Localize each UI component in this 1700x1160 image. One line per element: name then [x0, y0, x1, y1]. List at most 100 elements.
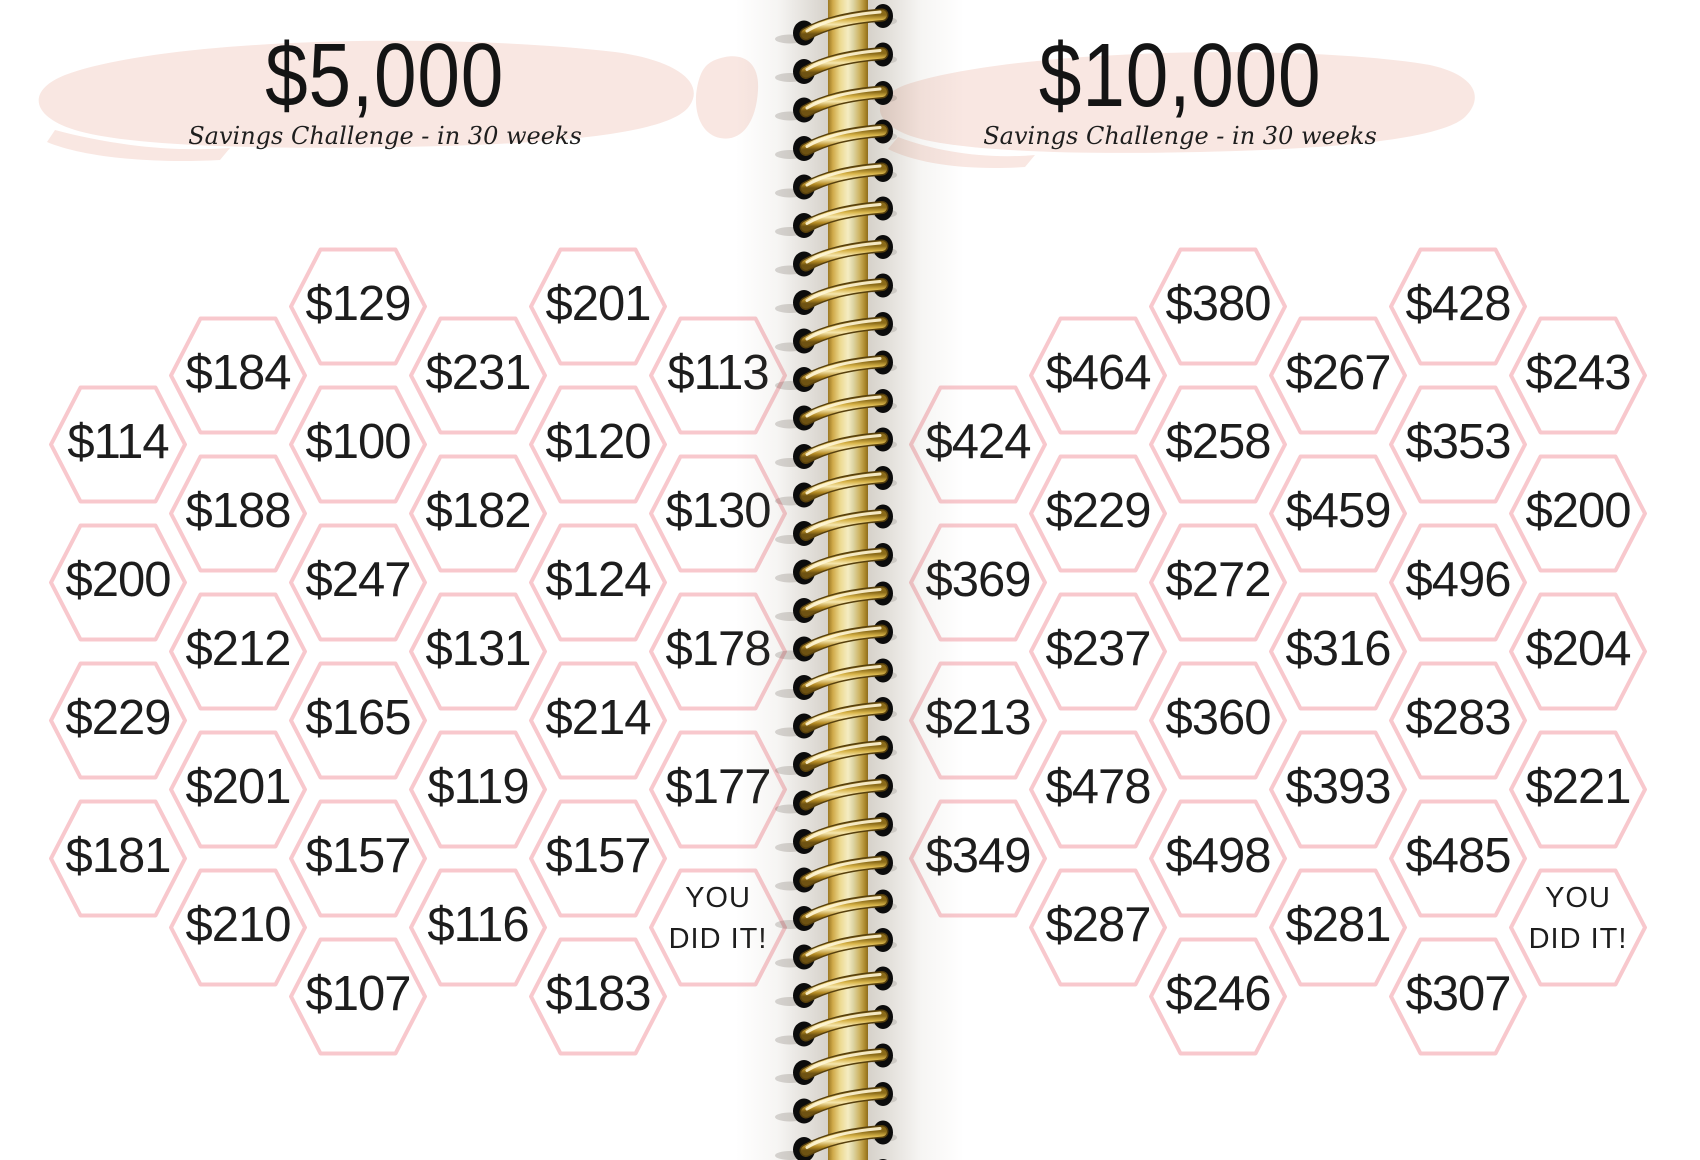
amount-label: $201: [185, 760, 291, 814]
spiral-loop: [775, 119, 897, 161]
amount-hexagon: $204: [1508, 592, 1648, 711]
amount-hexagon: $100: [288, 385, 428, 504]
amount-hexagon: $247: [288, 523, 428, 642]
amount-hexagon: $243: [1508, 316, 1648, 435]
hexagon-outline: [409, 454, 547, 572]
brush-swash-left: [38, 40, 759, 162]
amount-label: $183: [545, 967, 651, 1021]
hexagon-outline: [169, 730, 307, 848]
amount-hexagon: $213: [908, 661, 1048, 780]
spiral-loop: [775, 504, 897, 546]
spiral-binding-svg: [775, 0, 897, 1160]
spiral-loop: [775, 735, 897, 777]
spiral-loop: [775, 4, 897, 46]
spiral-loop: [775, 235, 897, 277]
amount-hexagon: $178: [648, 592, 788, 711]
spiral-loop: [775, 81, 897, 123]
amount-hexagon: $498: [1148, 799, 1288, 918]
amount-label: $201: [545, 277, 651, 331]
amount-hexagon: $360: [1148, 661, 1288, 780]
hexagon-outline: [909, 661, 1047, 779]
amount-hexagon: $116: [408, 868, 548, 987]
amount-label: $178: [665, 622, 771, 676]
hexagon-outline: [649, 730, 787, 848]
amount-label: $459: [1285, 484, 1391, 538]
amount-label: $204: [1525, 622, 1631, 676]
amount-label: $237: [1045, 622, 1151, 676]
spiral-loop: [775, 697, 897, 739]
spiral-loop: [775, 543, 897, 585]
amount-hexagon: $459: [1268, 454, 1408, 573]
amount-hexagon: $188: [168, 454, 308, 573]
amount-hexagon: $380: [1148, 247, 1288, 366]
hexagon-outline: [1509, 316, 1647, 434]
hexagon-outline: [649, 592, 787, 710]
amount-hexagon: $424: [908, 385, 1048, 504]
spiral-loop: [775, 1005, 897, 1047]
hexagon-outline: [529, 799, 667, 917]
hexagon-outline: [169, 592, 307, 710]
brush-swash-right: [879, 52, 1475, 169]
hexagon-outline: [1149, 523, 1287, 641]
amount-label: $130: [665, 484, 771, 538]
spiral-loop: [775, 812, 897, 854]
amount-label: $428: [1405, 277, 1511, 331]
amount-hexagon: $131: [408, 592, 548, 711]
amount-label: $281: [1285, 898, 1391, 952]
amount-hexagon: $124: [528, 523, 668, 642]
hexagon-outline: [289, 937, 427, 1055]
hexagon-outline: [289, 385, 427, 503]
amount-label: $221: [1525, 760, 1631, 814]
spiral-loop: [775, 620, 897, 662]
page-title-left: $5,000: [105, 31, 665, 120]
amount-label: $283: [1405, 691, 1511, 745]
amount-hexagon: $369: [908, 523, 1048, 642]
amount-hexagon: $221: [1508, 730, 1648, 849]
hexagon-outline: [529, 523, 667, 641]
amount-hexagon: $316: [1268, 592, 1408, 711]
page-subtitle-right: Savings Challenge - in 30 weeks: [983, 122, 1377, 150]
page-title-text: $10,000: [1038, 26, 1322, 126]
hexagon-outline: [169, 868, 307, 986]
amount-hexagon: $353: [1388, 385, 1528, 504]
amount-hexagon: $130: [648, 454, 788, 573]
amount-label: $214: [545, 691, 651, 745]
amount-label: $213: [925, 691, 1031, 745]
spiral-loop: [775, 466, 897, 508]
spiral-loop: [775, 1043, 897, 1085]
amount-label: $129: [305, 277, 411, 331]
hexagon-outline: [909, 523, 1047, 641]
you-did-it-hexagon: YOU DID IT!: [1508, 868, 1648, 987]
hexagon-outline: [1029, 592, 1167, 710]
hexagon-outline: [1029, 868, 1167, 986]
hexagon-outline: [1509, 592, 1647, 710]
amount-hexagon: $119: [408, 730, 548, 849]
hexagon-outline: [1269, 868, 1407, 986]
amount-label: $349: [925, 829, 1031, 883]
hexagon-outline: [1269, 316, 1407, 434]
amount-label: $119: [427, 760, 529, 814]
you-did-it-hexagon: YOU DID IT!: [648, 868, 788, 987]
hexagon-outline: [289, 799, 427, 917]
spiral-loop: [775, 196, 897, 238]
you-did-it-label: YOU DID IT!: [1528, 882, 1628, 955]
spiral-loop: [775, 928, 897, 970]
amount-label: $116: [427, 898, 529, 952]
hexagon-outline: [49, 799, 187, 917]
amount-label: $177: [665, 760, 771, 814]
amount-hexagon: $157: [288, 799, 428, 918]
amount-label: $360: [1165, 691, 1271, 745]
hexagon-outline: [289, 661, 427, 779]
amount-hexagon: $212: [168, 592, 308, 711]
amount-label: $113: [667, 346, 769, 400]
spiral-loop: [775, 42, 897, 84]
hexagon-outline: [1149, 247, 1287, 365]
amount-hexagon: $181: [48, 799, 188, 918]
amount-hexagon: $464: [1028, 316, 1168, 435]
amount-hexagon: $231: [408, 316, 548, 435]
hexagon-outline: [289, 523, 427, 641]
amount-hexagon: $246: [1148, 937, 1288, 1056]
